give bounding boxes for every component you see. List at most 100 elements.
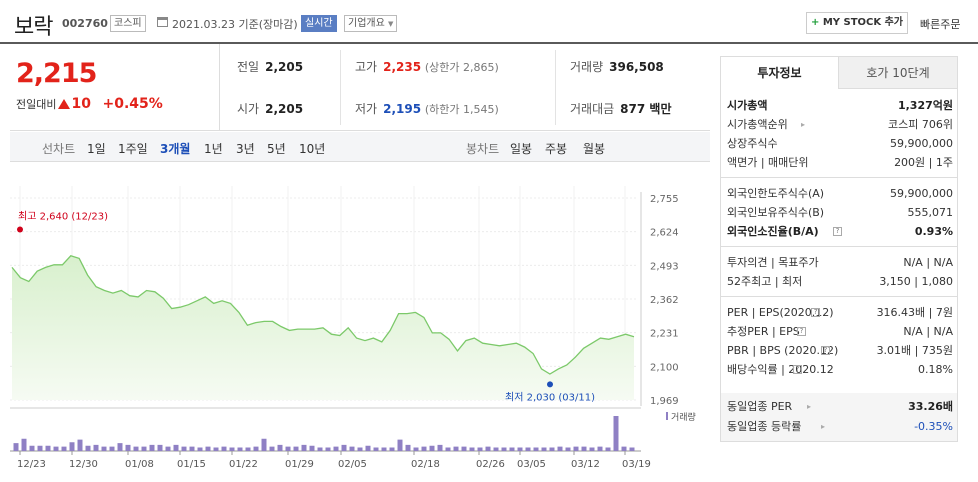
company-overview-label: 기업개요 (348, 18, 385, 29)
volume-bar (325, 447, 331, 451)
period-tab[interactable]: 1년 (204, 142, 223, 156)
y-tick-label: 1,969 (650, 396, 679, 407)
volume-bar (245, 447, 251, 451)
chevron-right-icon[interactable]: ▸ (807, 402, 812, 411)
volume-bar (149, 444, 155, 451)
divider (340, 50, 341, 125)
volume-bar (381, 447, 387, 451)
quote-info: 전일 2,205 고가 2,235 (상한가 2,865) 거래량 396,508 시… (220, 44, 710, 131)
lower-limit: (하한가 1,545) (424, 103, 499, 116)
line-chart-label: 선차트 (42, 142, 76, 156)
info-row-label: 투자의견 | 목표주가 (727, 256, 819, 269)
volume-bar (13, 443, 19, 451)
calendar-icon (157, 17, 168, 27)
volume-bar (445, 447, 451, 451)
volume-bar (589, 447, 595, 451)
tab-orderbook[interactable]: 호가 10단계 (839, 57, 957, 89)
candle-tab[interactable]: 주봉 (545, 142, 568, 156)
volume-legend-label: 거래량 (671, 411, 696, 423)
x-tick-label: 01/29 (285, 459, 314, 470)
stock-header: 보락 002760 코스피 2021.03.23 기준(장마감) 실시간 기업개… (0, 0, 978, 44)
info-row-label: 시가총액 (727, 99, 768, 112)
help-icon[interactable]: ? (833, 227, 842, 236)
x-tick-label: 02/18 (411, 459, 440, 470)
volume-bar (317, 447, 323, 451)
volume-bar (109, 446, 115, 451)
volume-bar (573, 446, 579, 451)
volume-bar (181, 446, 187, 451)
period-tab[interactable]: 3년 (236, 142, 255, 156)
volume-bar (349, 446, 355, 451)
amount-value: 877 백만 (620, 102, 672, 116)
volume-bar (509, 447, 515, 451)
volume-bar (53, 446, 59, 451)
add-my-stock-button[interactable]: + MY STOCK 추가 (806, 12, 908, 34)
chevron-right-icon[interactable]: ▸ (801, 120, 806, 129)
chevron-right-icon[interactable]: ▸ (821, 422, 826, 431)
volume-bar (453, 446, 459, 451)
volume-bar (301, 444, 307, 451)
change-label: 전일대비 (16, 98, 57, 111)
volume-label: 거래량 (570, 60, 604, 74)
volume-bar (373, 447, 379, 451)
period-tab[interactable]: 1일 (87, 142, 106, 156)
info-row-value: N/A | N/A (903, 325, 953, 338)
stock-main-panel: 2,215 전일대비 10 +0.45% 전일 2,205 고가 2,235 (상한가… (10, 44, 710, 482)
divider (721, 177, 957, 178)
period-tab[interactable]: 3개월 (160, 142, 191, 156)
stock-code: 002760 (62, 17, 108, 30)
low-price: 저가 2,195 (하한가 1,545) (355, 100, 499, 117)
volume-bar (469, 447, 475, 451)
volume-bar (621, 446, 627, 451)
low-label: 저가 (355, 102, 378, 116)
high-label: 고가 (355, 60, 378, 74)
info-row-label: 외국인보유주식수(B) (727, 206, 825, 219)
company-overview-dropdown[interactable]: 기업개요 ▼ (344, 15, 398, 32)
period-tab[interactable]: 1주일 (118, 142, 148, 156)
realtime-button[interactable]: 실시간 (301, 15, 337, 32)
volume-bar (485, 446, 491, 451)
period-tab[interactable]: 10년 (299, 142, 326, 156)
quick-order-link[interactable]: 빠른주문 (920, 18, 961, 31)
volume-bar (269, 446, 275, 451)
volume-legend-swatch (666, 412, 668, 420)
info-row-value: 200원 | 1주 (894, 156, 953, 169)
open-value: 2,205 (265, 102, 304, 116)
volume-bar (517, 447, 523, 451)
volume-bar (21, 438, 27, 451)
price-chart[interactable]: 2,755 2,624 2,493 2,362 2,231 2,100 1,969 최고 2… (10, 162, 710, 482)
volume-bar (213, 447, 219, 451)
y-tick-label: 2,493 (650, 261, 679, 272)
x-tick-label: 12/30 (69, 459, 98, 470)
volume-bar (197, 447, 203, 451)
help-icon[interactable]: ? (793, 365, 802, 374)
volume-bar (341, 444, 347, 451)
tab-invest-info[interactable]: 투자정보 (721, 57, 839, 89)
help-icon[interactable]: ? (821, 346, 830, 355)
info-row: 52주최고 | 최저 3,150 | 1,080 (727, 273, 953, 291)
candle-tab[interactable]: 월봉 (583, 142, 606, 156)
industry-label[interactable]: 동일업종 PER (727, 400, 793, 413)
volume-bar (421, 446, 427, 451)
info-row: 투자의견 | 목표주가 N/A | N/A (727, 254, 953, 272)
candle-chart-label: 봉차트 (466, 142, 500, 156)
period-tab[interactable]: 5년 (267, 142, 286, 156)
info-tabs: 투자정보 호가 10단계 (721, 57, 957, 89)
volume-bar (165, 446, 171, 451)
up-triangle-icon (58, 99, 71, 109)
help-icon[interactable]: ? (811, 308, 820, 317)
industry-label[interactable]: 동일업종 등락률 (727, 420, 802, 433)
open-price: 시가 2,205 (237, 100, 303, 117)
volume-bar (133, 446, 139, 451)
change-value: 10 (71, 96, 91, 112)
volume-bar (549, 447, 555, 451)
candle-tab[interactable]: 일봉 (510, 142, 533, 156)
volume-bar (477, 447, 483, 451)
prev-close-value: 2,205 (265, 60, 304, 74)
help-icon[interactable]: ? (797, 327, 806, 336)
price-line (11, 255, 635, 375)
info-row-label: PBR | BPS (2020.12) (727, 344, 839, 357)
amount-label: 거래대금 (570, 102, 615, 116)
info-row-label: 액면가 | 매매단위 (727, 156, 809, 169)
volume-bar (117, 443, 123, 451)
